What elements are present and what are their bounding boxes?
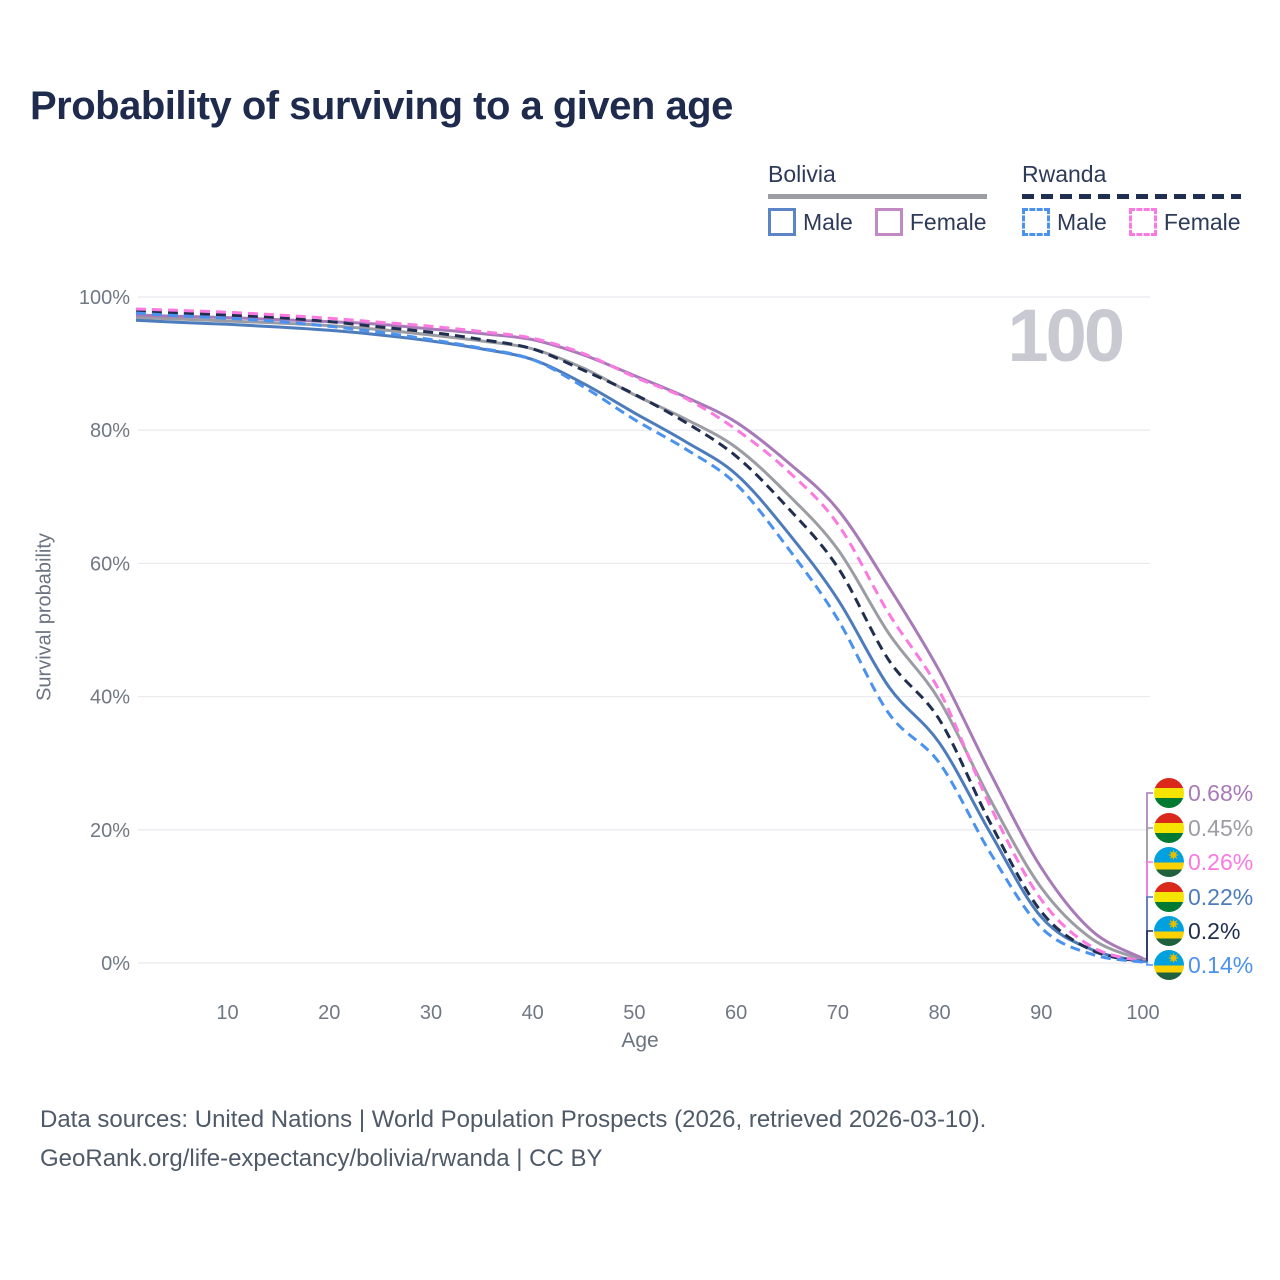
x-tick-label: 70 — [827, 1002, 849, 1024]
end-label-rwanda-male: 0.14% — [1154, 950, 1253, 980]
rwanda-flag-icon — [1154, 950, 1184, 980]
legend-item-label: Male — [1057, 208, 1107, 235]
end-label-connector — [1143, 861, 1153, 963]
end-label-connector — [1143, 896, 1153, 963]
x-tick-label: 60 — [725, 1002, 747, 1024]
legend-group-bolivia: Bolivia Male Female — [768, 161, 987, 236]
end-label-value: 0.45% — [1188, 814, 1254, 841]
x-axis-title: Age — [621, 1029, 659, 1052]
curve-rwanda-female[interactable] — [135, 307, 1144, 963]
end-label-value: 0.26% — [1188, 848, 1254, 875]
x-tick-label: 100 — [1126, 1002, 1159, 1024]
legend-line-style-bolivia — [768, 194, 987, 199]
y-tick-label: 60% — [90, 553, 130, 575]
bolivia-flag-icon — [1154, 778, 1184, 808]
highlighted-age-watermark: 100 — [1007, 294, 1125, 377]
x-tick-label: 20 — [318, 1002, 340, 1024]
x-tick-label: 40 — [522, 1002, 544, 1024]
legend-item-bolivia-female[interactable]: Female — [874, 208, 987, 236]
legend-item-label: Female — [1163, 208, 1241, 235]
footer: Data sources: United Nations | World Pop… — [40, 1100, 986, 1178]
end-label-connector — [1143, 961, 1153, 966]
y-tick-label: 40% — [90, 687, 130, 709]
end-label-connector — [1143, 792, 1153, 960]
footer-url-line: GeoRank.org/life-expectancy/bolivia/rwan… — [40, 1145, 603, 1172]
legend-item-label: Male — [803, 208, 853, 235]
end-label-bolivia-female: 0.68% — [1154, 778, 1253, 808]
rwanda-flag-icon — [1154, 847, 1184, 877]
bolivia-flag-icon — [1154, 882, 1184, 912]
curve-bolivia-male[interactable] — [135, 318, 1144, 963]
end-label-value: 0.2% — [1188, 917, 1241, 944]
legend-group-rwanda: Rwanda Male Female — [1022, 161, 1241, 236]
y-tick-label: 0% — [101, 953, 130, 975]
x-tick-label: 30 — [420, 1002, 442, 1024]
end-label-rwanda-both: 0.2% — [1154, 916, 1240, 946]
end-label-value: 0.22% — [1188, 883, 1254, 910]
end-label-connector — [1143, 930, 1153, 963]
legend-item-bolivia-male[interactable]: Male — [768, 208, 853, 236]
y-tick-label: 100% — [79, 287, 130, 309]
end-label-bolivia-male: 0.22% — [1154, 882, 1253, 912]
y-axis-title: Survival probability — [33, 533, 56, 701]
end-label-connector — [1143, 827, 1153, 961]
x-tick-label: 80 — [928, 1002, 950, 1024]
page-title: Probability of surviving to a given age — [30, 84, 733, 128]
end-label-value: 0.14% — [1188, 951, 1254, 978]
x-tick-label: 50 — [623, 1002, 645, 1024]
rwanda-female-swatch-icon — [1128, 208, 1157, 236]
footer-sources-line: Data sources: United Nations | World Pop… — [40, 1106, 987, 1133]
rwanda-male-swatch-icon — [1022, 208, 1050, 236]
curve-bolivia-both[interactable] — [135, 316, 1144, 962]
end-label-bolivia-both: 0.45% — [1154, 813, 1253, 843]
y-tick-label: 80% — [90, 420, 130, 442]
end-label-value: 0.68% — [1188, 779, 1254, 806]
bolivia-female-swatch-icon — [874, 208, 903, 236]
bolivia-male-swatch-icon — [768, 208, 796, 236]
curve-bolivia-female[interactable] — [135, 313, 1144, 960]
legend-item-rwanda-female[interactable]: Female — [1128, 208, 1241, 236]
legend-line-style-rwanda — [1022, 194, 1241, 199]
legend-country-rwanda: Rwanda — [1022, 161, 1107, 187]
legend-country-bolivia: Bolivia — [768, 161, 836, 187]
legend-item-rwanda-male[interactable]: Male — [1022, 208, 1107, 236]
end-label-rwanda-female: 0.26% — [1154, 847, 1253, 877]
y-tick-label: 20% — [90, 820, 130, 842]
curve-rwanda-both[interactable] — [135, 309, 1144, 964]
x-tick-label: 10 — [216, 1002, 238, 1024]
bolivia-flag-icon — [1154, 813, 1184, 843]
rwanda-flag-icon — [1154, 916, 1184, 946]
legend-item-label: Female — [909, 208, 987, 235]
x-tick-label: 90 — [1030, 1002, 1052, 1024]
curve-rwanda-male[interactable] — [135, 311, 1144, 964]
